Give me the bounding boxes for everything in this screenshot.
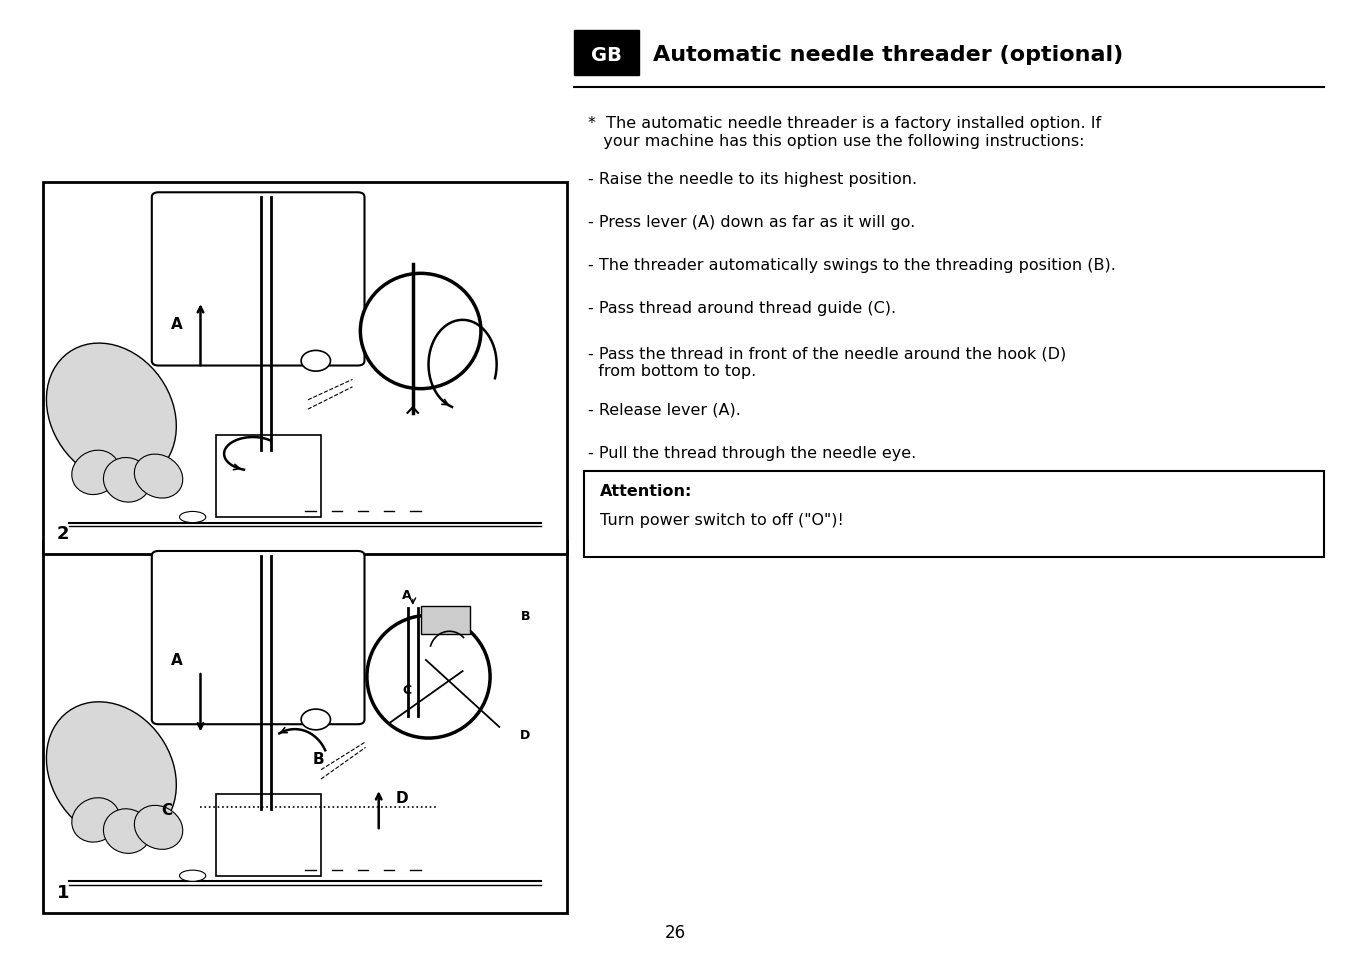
Text: - Release lever (A).: - Release lever (A). [588,402,740,417]
Text: - The threader automatically swings to the threading position (B).: - The threader automatically swings to t… [588,257,1116,273]
Ellipse shape [361,274,481,389]
Text: - Press lever (A) down as far as it will go.: - Press lever (A) down as far as it will… [588,214,915,230]
Circle shape [301,351,331,372]
Ellipse shape [46,702,177,841]
Text: 26: 26 [665,923,686,941]
Text: A: A [401,589,411,601]
Text: B: B [520,609,530,622]
Text: - Pass the thread in front of the needle around the hook (D)
  from bottom to to: - Pass the thread in front of the needle… [588,346,1066,378]
Ellipse shape [104,458,151,502]
Ellipse shape [72,798,119,842]
Text: D: D [396,790,408,805]
Ellipse shape [134,805,182,849]
FancyBboxPatch shape [43,541,567,913]
Text: C: C [161,802,172,817]
FancyBboxPatch shape [574,30,639,76]
Text: B: B [312,751,324,766]
FancyBboxPatch shape [584,472,1324,558]
Text: 2: 2 [57,524,69,542]
Text: GB: GB [592,46,621,65]
Text: C: C [403,683,411,697]
FancyBboxPatch shape [420,606,470,635]
Circle shape [301,709,331,730]
Ellipse shape [134,455,182,498]
Text: Automatic needle threader (optional): Automatic needle threader (optional) [653,46,1123,65]
FancyBboxPatch shape [43,183,567,555]
Ellipse shape [104,809,151,854]
FancyBboxPatch shape [151,193,365,366]
Text: - Pull the thread through the needle eye.: - Pull the thread through the needle eye… [588,445,916,460]
Ellipse shape [367,616,490,739]
Text: Attention:: Attention: [600,483,692,498]
Text: A: A [172,653,182,668]
Ellipse shape [180,512,205,523]
Ellipse shape [72,451,119,495]
FancyBboxPatch shape [216,794,322,876]
Text: Turn power switch to off ("O")!: Turn power switch to off ("O")! [600,513,843,528]
Text: A: A [172,316,182,332]
Ellipse shape [180,870,205,882]
Text: - Pass thread around thread guide (C).: - Pass thread around thread guide (C). [588,300,896,315]
FancyBboxPatch shape [216,436,322,517]
Text: 1: 1 [57,882,69,901]
Text: *  The automatic needle threader is a factory installed option. If
   your machi: * The automatic needle threader is a fac… [588,116,1101,149]
Text: D: D [520,728,531,741]
Ellipse shape [46,344,177,483]
FancyBboxPatch shape [151,552,365,724]
Text: - Raise the needle to its highest position.: - Raise the needle to its highest positi… [588,172,917,187]
